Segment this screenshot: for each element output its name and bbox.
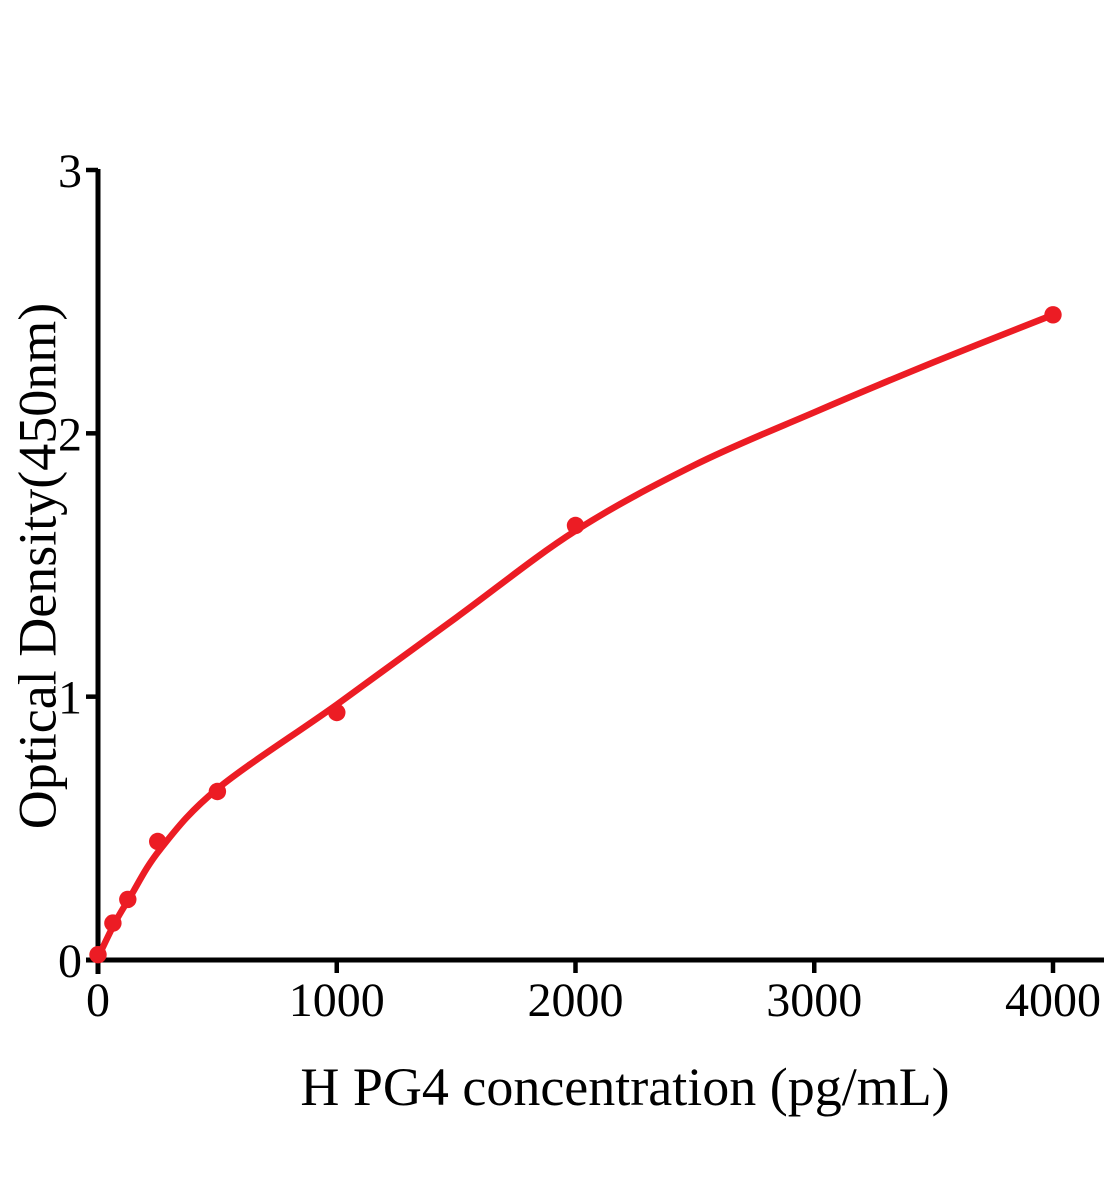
- y-tick-label: 3: [58, 145, 82, 198]
- x-tick-label: 3000: [766, 974, 862, 1027]
- data-point: [1044, 306, 1062, 324]
- data-point: [89, 946, 107, 964]
- y-axis-title: Optical Density(450nm): [7, 302, 68, 830]
- x-tick-label: 2000: [528, 974, 624, 1027]
- x-axis-title: H PG4 concentration (pg/mL): [300, 1057, 950, 1117]
- data-point: [104, 914, 122, 932]
- y-tick-label: 0: [58, 935, 82, 988]
- x-tick-label: 0: [86, 974, 110, 1027]
- data-point: [328, 703, 346, 722]
- fit-curve: [94, 311, 1057, 961]
- x-tick-label: 4000: [1005, 974, 1101, 1027]
- y-tick-label: 2: [58, 408, 82, 461]
- data-point: [149, 832, 167, 851]
- data-point: [119, 890, 137, 909]
- x-tick-label: 1000: [289, 974, 385, 1027]
- data-point: [208, 782, 227, 801]
- data-point: [566, 516, 585, 535]
- y-tick-label: 1: [58, 672, 82, 725]
